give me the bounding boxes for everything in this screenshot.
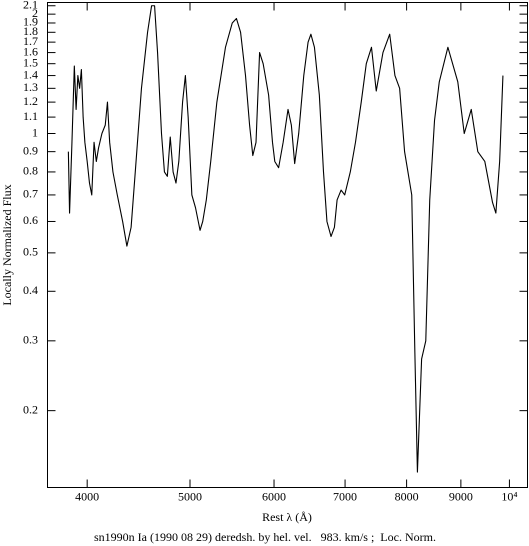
x-tick-label: 10⁴ — [501, 489, 517, 503]
x-tick-label: 6000 — [262, 489, 286, 503]
y-tick-label: 1 — [32, 125, 38, 139]
y-tick-label: 1.8 — [23, 24, 38, 38]
y-tick-label: 1.9 — [23, 15, 38, 29]
y-tick-label: 1.2 — [23, 94, 38, 108]
y-tick-label: 0.5 — [23, 245, 38, 259]
y-tick-label: 0.8 — [23, 164, 38, 178]
x-tick-label: 4000 — [75, 489, 99, 503]
y-tick-label: 0.9 — [23, 143, 38, 157]
plot-frame — [47, 2, 528, 488]
y-axis-label: Locally Normalized Flux — [0, 184, 14, 305]
y-tick-label: 0.4 — [23, 283, 38, 297]
y-tick-label: 0.6 — [23, 213, 38, 227]
spectrum-line — [67, 5, 504, 473]
y-tick-label: 2.1 — [23, 0, 38, 11]
y-tick-label: 1.6 — [23, 44, 38, 58]
x-tick-label: 9000 — [449, 489, 473, 503]
y-tick-label: 1.7 — [23, 34, 38, 48]
x-tick-label: 8000 — [395, 489, 419, 503]
y-tick-label: 2 — [32, 6, 38, 20]
y-tick-label: 0.3 — [23, 333, 38, 347]
y-tick-label: 1.3 — [23, 80, 38, 94]
x-tick-label: 7000 — [333, 489, 357, 503]
y-tick-label: 0.7 — [23, 187, 38, 201]
x-tick-label: 5000 — [178, 489, 202, 503]
caption: sn1990n Ia (1990 08 29) deredsh. by hel.… — [94, 530, 436, 544]
y-tick-label: 0.2 — [23, 402, 38, 416]
y-tick-label: 1.4 — [23, 67, 38, 81]
y-tick-label: 1.1 — [23, 109, 38, 123]
x-axis-label: Rest λ (Å) — [262, 510, 312, 524]
y-tick-label: 1.5 — [23, 55, 38, 69]
